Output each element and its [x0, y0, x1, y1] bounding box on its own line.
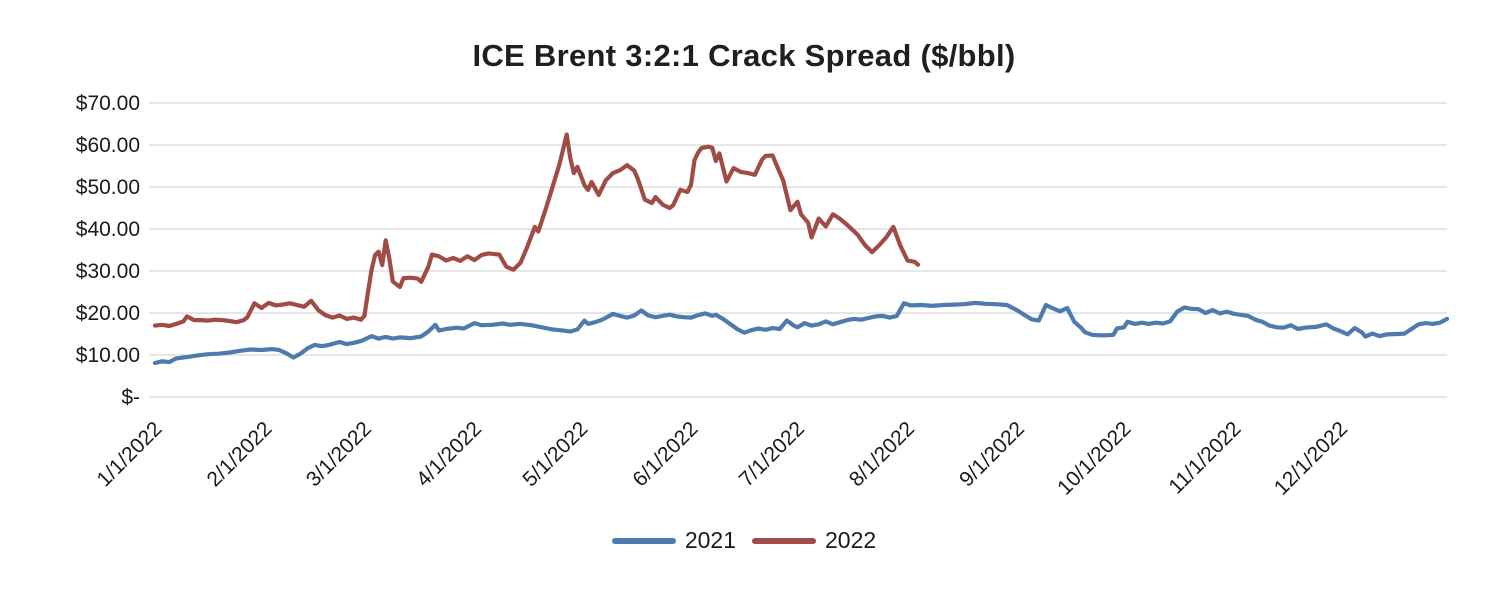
series-line-2021 — [152, 300, 1450, 366]
x-axis-tick-label: 11/1/2022 — [1164, 417, 1245, 498]
x-axis-tick-label: 4/1/2022 — [412, 417, 486, 491]
x-axis-tick-label: 2/1/2022 — [202, 417, 276, 491]
y-axis-tick-label: $20.00 — [76, 302, 140, 325]
series-line-2022 — [152, 132, 921, 329]
legend-line-swatch-2022 — [752, 537, 816, 544]
x-axis-tick-label: 7/1/2022 — [735, 417, 809, 491]
legend-label-2022: 2022 — [825, 527, 877, 553]
x-axis-tick-label: 10/1/2022 — [1053, 417, 1135, 499]
x-axis-tick-label: 3/1/2022 — [302, 417, 376, 491]
x-axis-tick-label: 8/1/2022 — [845, 417, 919, 491]
x-axis-tick-label: 5/1/2022 — [518, 417, 592, 491]
chart-title: ICE Brent 3:2:1 Crack Spread ($/bbl) — [472, 38, 1016, 73]
legend-item-2022: 2022 — [752, 527, 876, 554]
legend-line-swatch-2021 — [611, 537, 676, 544]
y-axis-tick-label: $30.00 — [76, 260, 140, 283]
y-axis-tick-label: $- — [121, 386, 140, 409]
y-axis-tick-label: $10.00 — [76, 344, 140, 367]
y-axis-tick-label: $60.00 — [76, 134, 140, 157]
legend-label-2021: 2021 — [684, 527, 736, 553]
y-axis-tick-label: $40.00 — [76, 218, 140, 241]
legend-item-2021: 2021 — [611, 527, 736, 554]
legend: 2021 2022 — [0, 527, 1488, 554]
x-axis-tick-label: 9/1/2022 — [955, 417, 1029, 491]
x-axis-tick-label: 6/1/2022 — [628, 417, 702, 491]
y-axis-tick-label: $50.00 — [76, 176, 140, 199]
x-axis-tick-label: 12/1/2022 — [1270, 417, 1352, 499]
y-axis-tick-label: $70.00 — [76, 92, 140, 115]
x-axis-tick-label: 1/1/2022 — [92, 417, 166, 491]
